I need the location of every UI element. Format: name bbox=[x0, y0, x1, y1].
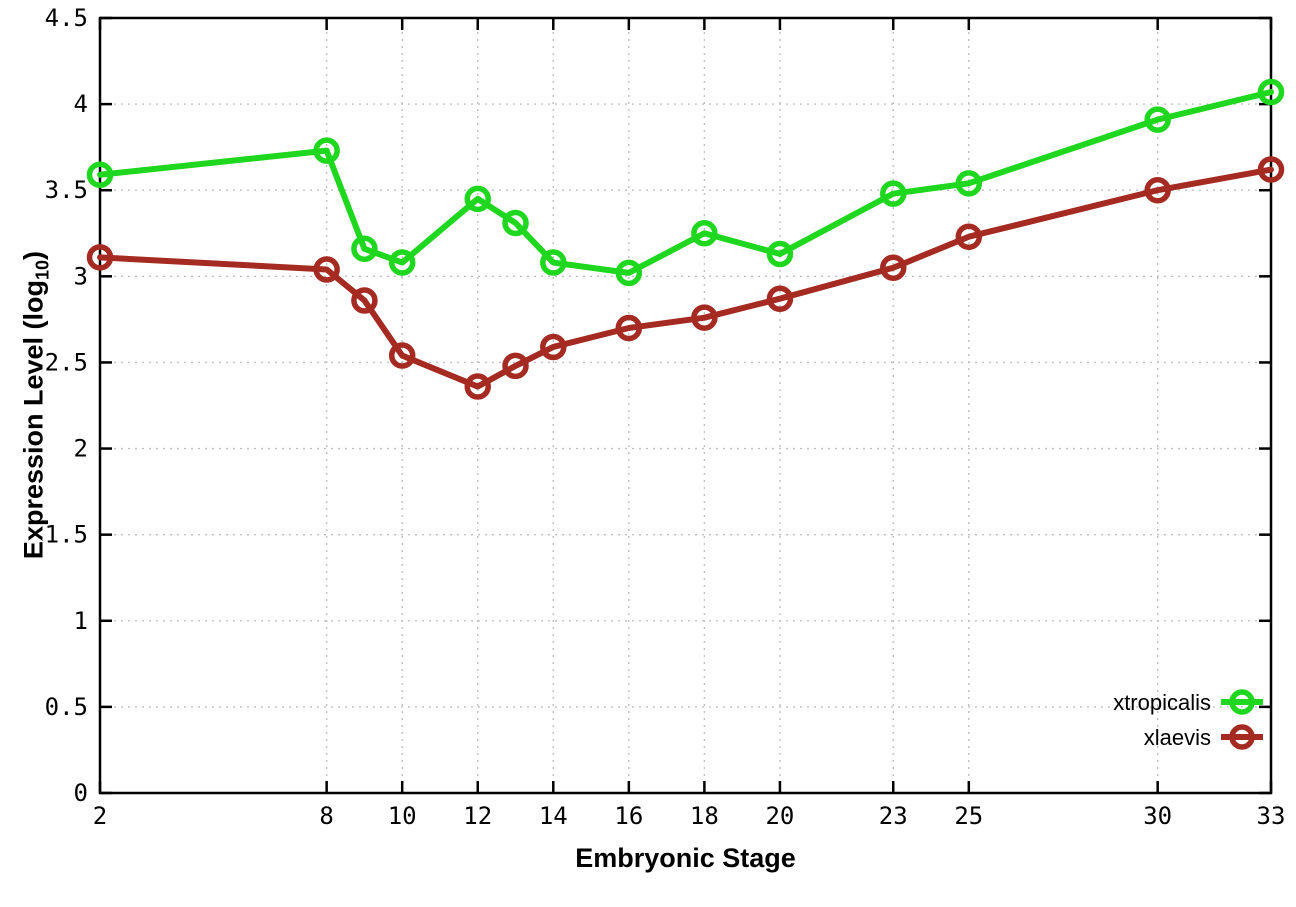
data-point-xtropicalis bbox=[313, 137, 340, 164]
y-tick-label: 2.5 bbox=[45, 348, 88, 376]
series-line-xtropicalis bbox=[97, 89, 1274, 276]
data-point-xtropicalis bbox=[691, 220, 718, 247]
data-point-xtropicalis bbox=[464, 185, 491, 213]
series-line-xlaevis bbox=[97, 166, 1274, 390]
y-axis-title-suffix: ) bbox=[18, 250, 49, 260]
x-tick-label: 16 bbox=[614, 802, 643, 830]
data-point-xtropicalis bbox=[955, 170, 983, 197]
y-tick-label: 0 bbox=[74, 779, 88, 807]
x-tick-label: 33 bbox=[1257, 802, 1286, 830]
data-point-xlaevis bbox=[691, 304, 718, 331]
y-tick-label: 1 bbox=[74, 607, 88, 635]
data-point-xlaevis bbox=[880, 254, 907, 281]
legend-sample-marker-xlaevis bbox=[1229, 724, 1255, 750]
x-tick-label: 20 bbox=[765, 802, 794, 830]
data-point-xlaevis bbox=[766, 285, 794, 312]
data-point-xlaevis bbox=[1257, 156, 1285, 183]
data-point-xtropicalis bbox=[388, 249, 416, 276]
x-tick-label: 25 bbox=[954, 802, 983, 830]
data-point-xlaevis bbox=[540, 333, 567, 361]
y-tick-label: 3.5 bbox=[45, 176, 88, 204]
y-axis-title-subscript: 10 bbox=[32, 259, 53, 280]
x-tick-label: 12 bbox=[463, 802, 492, 830]
x-tick-label: 18 bbox=[690, 802, 719, 830]
data-point-xlaevis bbox=[86, 244, 114, 271]
data-point-xtropicalis bbox=[1144, 106, 1171, 133]
y-tick-label: 2 bbox=[74, 435, 88, 463]
data-point-xtropicalis bbox=[766, 240, 794, 268]
legend-label-xtropicalis: xtropicalis bbox=[1113, 690, 1211, 715]
plot-border bbox=[98, 16, 1273, 795]
y-axis-title: Expression Level (log10) bbox=[18, 251, 53, 559]
data-point-xtropicalis bbox=[502, 209, 529, 237]
x-tick-label: 10 bbox=[388, 802, 417, 830]
x-tick-label: 2 bbox=[93, 802, 107, 830]
y-tick-label: 3 bbox=[74, 262, 88, 290]
data-point-xtropicalis bbox=[880, 180, 907, 207]
data-point-xlaevis bbox=[351, 287, 378, 314]
data-point-xlaevis bbox=[615, 314, 643, 342]
y-axis-title-text: Expression Level (log bbox=[18, 279, 49, 560]
legend-sample-marker-xtropicalis bbox=[1229, 689, 1255, 715]
data-point-xtropicalis bbox=[351, 235, 378, 263]
data-point-xlaevis bbox=[464, 373, 491, 400]
y-tick-label: 1.5 bbox=[45, 521, 88, 549]
data-point-xtropicalis bbox=[540, 249, 567, 276]
x-tick-label: 14 bbox=[539, 802, 568, 830]
y-tick-label: 0.5 bbox=[45, 693, 88, 721]
data-point-xlaevis bbox=[313, 256, 340, 283]
x-axis-title: Embryonic Stage bbox=[575, 843, 796, 873]
data-point-xlaevis bbox=[955, 223, 983, 250]
data-point-xtropicalis bbox=[1257, 78, 1285, 106]
x-tick-label: 23 bbox=[879, 802, 908, 830]
x-tick-label: 30 bbox=[1143, 802, 1172, 830]
data-point-xtropicalis bbox=[86, 161, 114, 188]
x-tick-label: 8 bbox=[319, 802, 333, 830]
data-point-xtropicalis bbox=[615, 259, 643, 287]
data-point-xlaevis bbox=[1144, 176, 1171, 204]
data-point-xlaevis bbox=[388, 342, 416, 369]
data-point-xlaevis bbox=[502, 352, 529, 380]
y-tick-label: 4.5 bbox=[45, 4, 88, 32]
legend-label-xlaevis: xlaevis bbox=[1144, 725, 1211, 750]
y-tick-label: 4 bbox=[74, 90, 88, 118]
